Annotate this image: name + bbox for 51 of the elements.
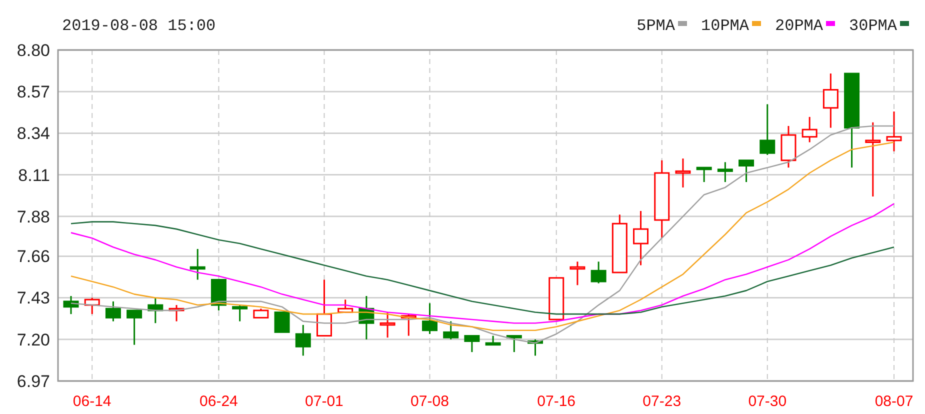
y-tick-label: 6.97 (16, 372, 50, 391)
candlestick (886, 110, 902, 152)
y-tick-label: 7.20 (16, 330, 50, 350)
y-tick-label: 7.88 (16, 207, 50, 226)
x-tick-label: 07-01 (305, 393, 344, 410)
candlestick (295, 324, 311, 356)
candlestick (485, 335, 501, 346)
y-tick-label: 8.11 (18, 166, 50, 185)
candlestick (443, 320, 459, 340)
legend-label: 30PMA (849, 17, 898, 35)
legend-label: 5PMA (636, 17, 676, 35)
candlestick (380, 312, 396, 338)
candlestick (506, 335, 522, 353)
candlestick (822, 72, 838, 129)
y-tick-label: 7.66 (16, 247, 50, 266)
x-tick-label: 06-24 (200, 393, 238, 410)
legend-label: 20PMA (775, 17, 824, 35)
candlestick (590, 260, 606, 284)
x-tick-label: 07-30 (748, 393, 787, 410)
line-series (70, 203, 895, 324)
candlestick (316, 278, 332, 337)
candlestick (464, 335, 480, 353)
candlestick (633, 210, 649, 266)
y-tick-label: 8.34 (16, 124, 50, 144)
candlestick (190, 248, 206, 280)
candlestick (738, 160, 754, 183)
candlestick (253, 308, 269, 318)
candlestick (865, 122, 881, 198)
y-tick-label: 8.80 (16, 40, 50, 60)
chart-title: 2019-08-08 15:00 (62, 17, 216, 35)
candlestick (696, 166, 712, 183)
candlestick (570, 260, 586, 286)
x-tick-label: 06-14 (72, 393, 112, 410)
candlestick (63, 295, 79, 315)
candlestick (274, 312, 290, 333)
x-tick-label: 07-23 (642, 393, 682, 410)
candlestick (760, 104, 776, 156)
candlestick (422, 302, 438, 335)
y-tick-label: 7.43 (16, 288, 50, 308)
candlestick (126, 310, 142, 346)
candlestick (675, 158, 691, 188)
candlestick (232, 304, 248, 322)
x-tick-label: 08-07 (874, 393, 914, 410)
candlestick (105, 300, 121, 322)
candlestick (717, 161, 733, 183)
line-series (70, 221, 895, 315)
x-tick-label: 07-08 (410, 393, 449, 410)
x-tick-label: 07-16 (537, 393, 576, 410)
candlestick (802, 116, 818, 143)
legend-label: 10PMA (701, 17, 750, 35)
y-tick-label: 8.57 (16, 82, 50, 102)
